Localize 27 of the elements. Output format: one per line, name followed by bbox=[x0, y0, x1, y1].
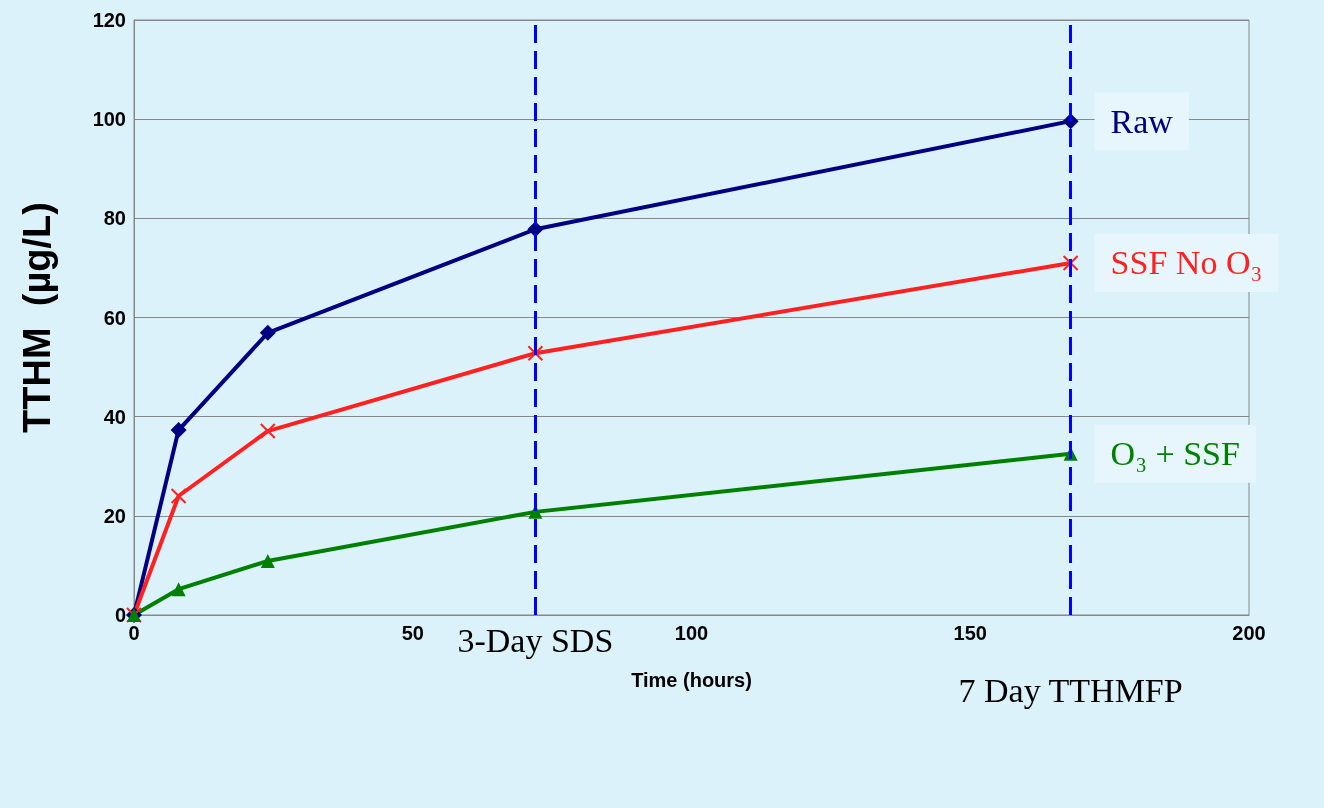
point bbox=[171, 582, 186, 597]
point bbox=[170, 488, 187, 504]
series-label: SSF No O₃ bbox=[1110, 244, 1263, 282]
point bbox=[170, 422, 187, 439]
y-tick-label: 40 bbox=[103, 405, 126, 428]
point bbox=[259, 324, 276, 341]
point bbox=[259, 423, 276, 440]
y-tick-label: 20 bbox=[103, 504, 126, 527]
x-tick-label: 150 bbox=[953, 622, 987, 644]
x-axis-title: Time (hours) bbox=[631, 669, 752, 691]
y-tick-label: 60 bbox=[103, 306, 126, 329]
y-tick-label: 80 bbox=[103, 207, 126, 230]
y-tick-label: 120 bbox=[92, 9, 126, 31]
point bbox=[527, 345, 544, 362]
y-tick-label: 100 bbox=[92, 108, 126, 131]
x-tick-label: 0 bbox=[128, 622, 140, 644]
x-tick-label: 50 bbox=[401, 622, 424, 644]
ref-line-label: 3-Day SDS bbox=[457, 621, 614, 659]
series-label: O₃ + SSF bbox=[1110, 435, 1240, 473]
point bbox=[1062, 254, 1079, 271]
y-axis-title: TTHM (µg/L) bbox=[16, 202, 58, 433]
x-tick-label: 100 bbox=[674, 622, 709, 644]
series-label: Raw bbox=[1110, 102, 1174, 140]
x-tick-label: 200 bbox=[1232, 622, 1266, 644]
ref-line-label: 7 Day TTHMFP bbox=[958, 671, 1183, 709]
y-tick-label: 0 bbox=[114, 604, 126, 626]
point bbox=[260, 553, 275, 568]
